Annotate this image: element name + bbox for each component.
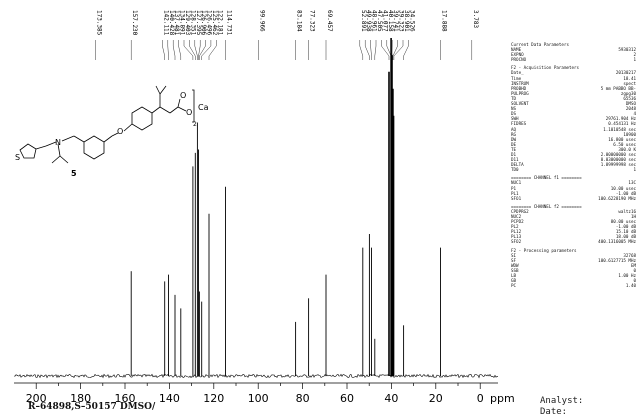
peak-label-leader-5 bbox=[179, 40, 181, 60]
peak-label-15: 83.184 bbox=[296, 10, 303, 32]
param-row: PROCNO 1 bbox=[511, 57, 636, 62]
analyst-block: Analyst: Date: bbox=[540, 396, 583, 418]
param-row: PC 1.40 bbox=[511, 283, 636, 288]
thiophene-ring bbox=[20, 144, 36, 158]
param-key: PROCNO bbox=[511, 57, 526, 62]
peak-label-leader-21 bbox=[375, 40, 376, 60]
param-key: SFO1 bbox=[511, 196, 521, 201]
peak-label-leader-26 bbox=[394, 40, 403, 60]
peak-label-leader-18 bbox=[360, 40, 363, 60]
peak-label-leader-25 bbox=[393, 40, 398, 60]
peak-label-leader-3 bbox=[168, 40, 169, 60]
peak-label-leader-4 bbox=[173, 40, 175, 60]
structure-labels: S N O O O Ca 2 5 bbox=[15, 91, 209, 178]
x-tick-label-3: 140 bbox=[159, 392, 180, 405]
atom-label-o-carboxylate: O bbox=[186, 108, 192, 117]
peak-label-29: 3.783 bbox=[472, 10, 479, 28]
param-row: SFO2 400.1316005 MHz bbox=[511, 239, 636, 244]
peak-label-leader-27 bbox=[404, 40, 409, 60]
bond bbox=[124, 124, 132, 131]
param-value: 1 bbox=[633, 57, 636, 62]
bond bbox=[104, 136, 112, 142]
date-label: Date: bbox=[540, 407, 583, 418]
param-value: 400.1316005 MHz bbox=[598, 239, 636, 244]
peak-label-leader-2 bbox=[162, 40, 164, 60]
chemical-structure-drawing bbox=[20, 86, 194, 163]
bond bbox=[160, 86, 166, 94]
peak-label-leader-7 bbox=[189, 40, 195, 60]
peak-label-leaders bbox=[95, 40, 472, 60]
subscript-2: 2 bbox=[193, 121, 197, 128]
x-tick-label-7: 60 bbox=[340, 392, 354, 405]
peak-label-27: 34.526 bbox=[408, 10, 415, 32]
benzene-ring-1 bbox=[84, 136, 104, 159]
peak-label-1: 157.230 bbox=[131, 10, 138, 36]
bond bbox=[152, 107, 160, 113]
peak-label-0: 173.385 bbox=[95, 10, 102, 36]
param-key: SFO2 bbox=[511, 239, 521, 244]
x-tick-label-10: 0 bbox=[477, 392, 484, 405]
x-tick-label-6: 80 bbox=[296, 392, 310, 405]
param-value: 100.6228190 MHz bbox=[598, 196, 636, 201]
param-row: TD0 1 bbox=[511, 167, 636, 172]
analyst-label: Analyst: bbox=[540, 396, 583, 407]
compound-number: 5 bbox=[71, 169, 77, 178]
peak-label-leader-19 bbox=[365, 40, 369, 60]
atom-label-o-carbonyl: O bbox=[180, 91, 186, 100]
bond bbox=[60, 156, 68, 163]
param-key: TD0 bbox=[511, 167, 519, 172]
spectrum-baseline bbox=[14, 374, 498, 377]
param-row: SFO1 100.6228190 MHz bbox=[511, 196, 636, 201]
benzene-ring-2 bbox=[132, 107, 152, 130]
bond bbox=[36, 146, 46, 149]
param-key: PC bbox=[511, 283, 516, 288]
x-tick-label-8: 40 bbox=[384, 392, 398, 405]
atom-label-ca: Ca bbox=[198, 103, 209, 112]
peak-label-12: 122.181 bbox=[216, 10, 223, 36]
x-tick-label-9: 20 bbox=[429, 392, 443, 405]
param-value: 1.89999998 sec bbox=[601, 162, 636, 167]
bond bbox=[62, 136, 74, 141]
peak-label-16: 77.323 bbox=[309, 10, 316, 32]
bond bbox=[170, 107, 178, 113]
x-tick-label-4: 120 bbox=[203, 392, 224, 405]
bond bbox=[74, 136, 84, 142]
atom-label-s: S bbox=[15, 153, 20, 162]
atom-label-o: O bbox=[117, 127, 123, 136]
bond bbox=[156, 86, 160, 94]
param-value: 1 bbox=[633, 167, 636, 172]
bond bbox=[178, 107, 186, 111]
bond bbox=[160, 107, 170, 113]
peak-label-28: 17.888 bbox=[441, 10, 448, 32]
sample-id-text: R–64898,S–50157 DMSO/ bbox=[28, 402, 155, 412]
peak-label-leader-22 bbox=[381, 40, 389, 60]
param-value: 1.40 bbox=[626, 283, 636, 288]
x-axis-unit-label: ppm bbox=[490, 392, 515, 405]
bond bbox=[178, 99, 180, 107]
x-tick-label-5: 100 bbox=[248, 392, 269, 405]
peak-label-leader-20 bbox=[371, 40, 372, 60]
peak-label-13: 114.731 bbox=[226, 10, 233, 36]
peak-series bbox=[131, 38, 440, 376]
peak-label-14: 99.966 bbox=[258, 10, 265, 32]
bond bbox=[52, 156, 60, 163]
bracket bbox=[192, 90, 194, 122]
atom-label-n: N bbox=[55, 138, 61, 147]
peak-label-17: 69.457 bbox=[326, 10, 333, 32]
peak-label-leader-12 bbox=[209, 40, 216, 60]
